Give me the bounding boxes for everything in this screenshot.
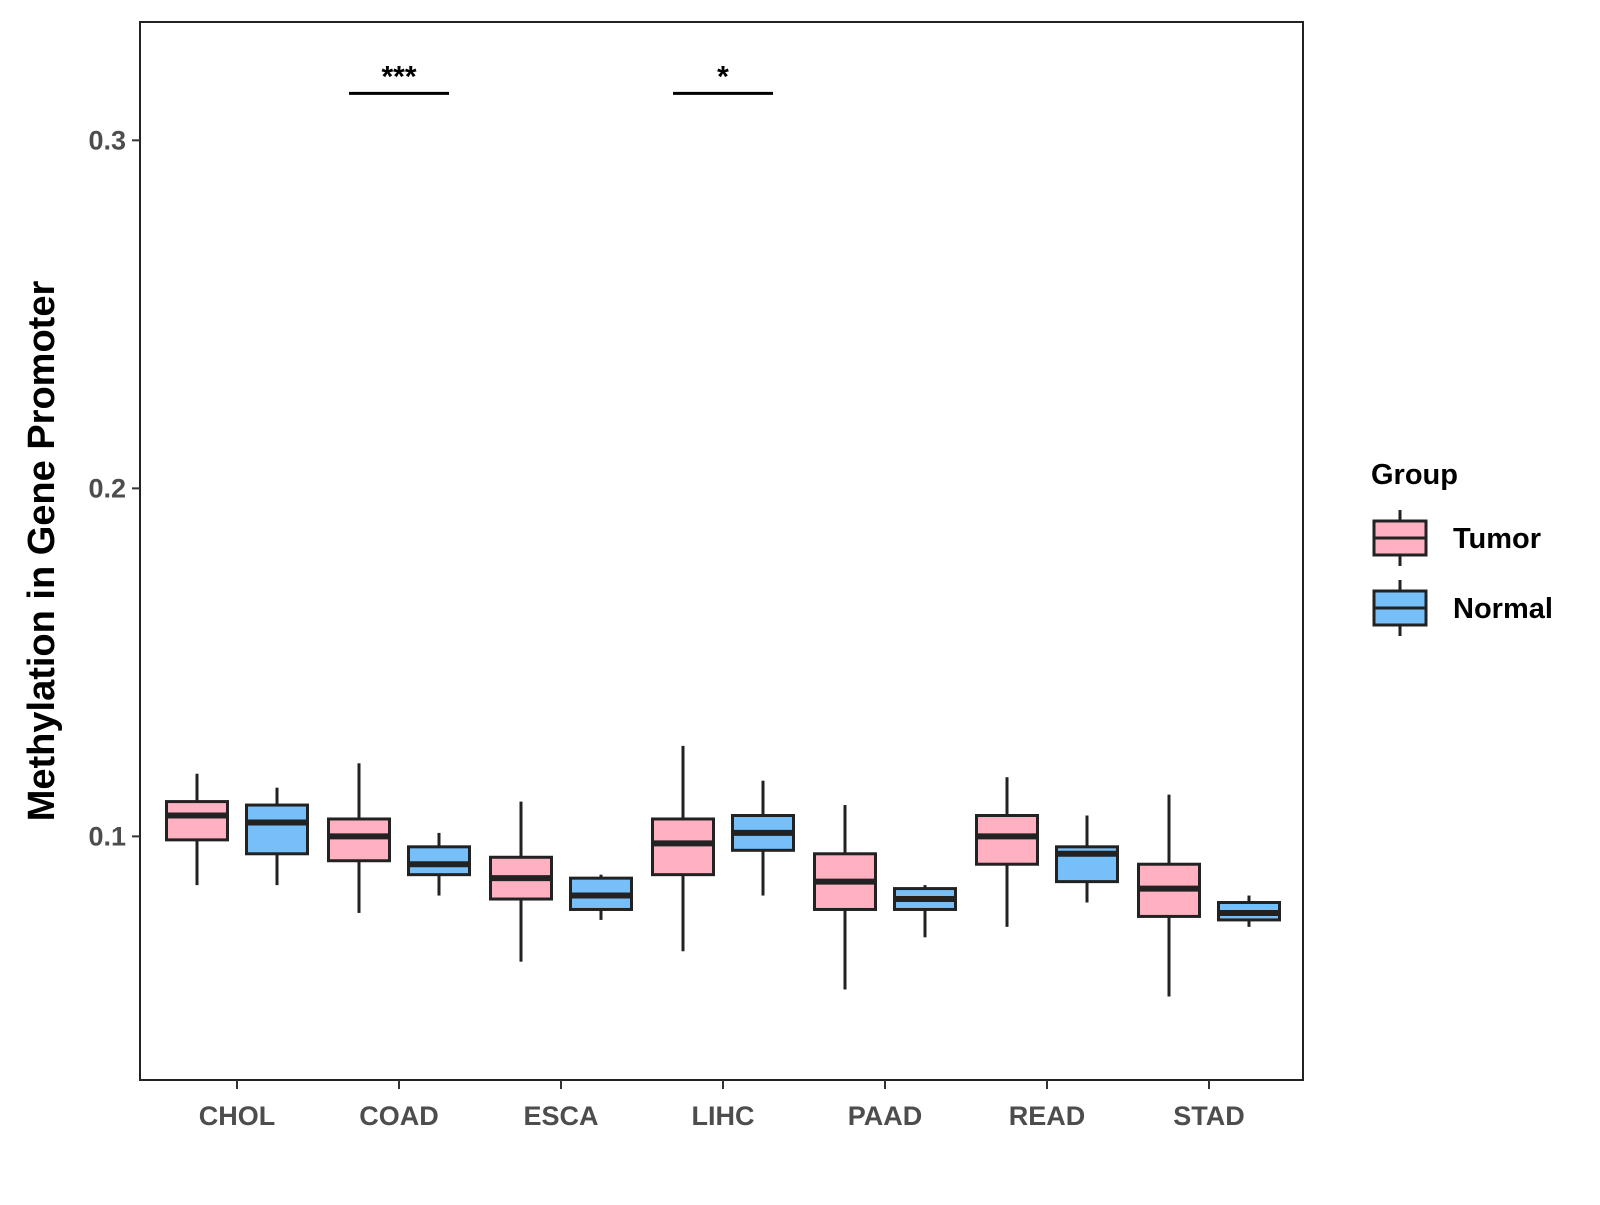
- box-read-normal: [1055, 815, 1119, 903]
- box-body: [651, 817, 715, 877]
- box-paad-tumor: [813, 805, 877, 990]
- x-tick-label: CHOL: [199, 1101, 276, 1131]
- box-chol-normal: [245, 787, 309, 886]
- significance-label-coad: ***: [381, 60, 416, 93]
- box-body: [407, 845, 471, 877]
- plot-panel: [139, 21, 1304, 1081]
- boxes-layer: [165, 745, 1281, 997]
- annotations-layer: *** *: [349, 60, 773, 95]
- box-coad-tumor: [327, 763, 391, 913]
- y-axis-title: Methylation in Gene Promoter: [21, 281, 63, 822]
- box-coad-normal: [407, 832, 471, 896]
- box-body: [245, 803, 309, 856]
- x-tick-label: COAD: [359, 1101, 439, 1131]
- y-tick-label: 0.1: [88, 821, 126, 851]
- legend-label: Tumor: [1453, 523, 1541, 555]
- box-lihc-normal: [731, 780, 795, 896]
- box-esca-normal: [569, 874, 633, 920]
- legend-label: Normal: [1453, 593, 1553, 625]
- axes-layer: 0.1 0.2 0.3 CHOL COAD ESCA LIHC PAAD READ STAD: [88, 125, 1244, 1131]
- x-tick-label: LIHC: [692, 1101, 755, 1131]
- box-body: [165, 800, 229, 842]
- x-tick-label: PAAD: [848, 1101, 923, 1131]
- box-lihc-tumor: [651, 745, 715, 952]
- box-body: [327, 817, 391, 863]
- box-stad-tumor: [1137, 794, 1201, 997]
- box-paad-normal: [893, 885, 957, 938]
- box-esca-tumor: [489, 801, 553, 962]
- box-stad-normal: [1217, 895, 1281, 927]
- legend-item-tumor: Tumor: [1372, 510, 1541, 566]
- legend-title: Group: [1371, 459, 1458, 491]
- x-tick-label: READ: [1009, 1101, 1086, 1131]
- x-tick-label: ESCA: [523, 1101, 598, 1131]
- y-tick-label: 0.3: [88, 125, 126, 155]
- box-chol-tumor: [165, 773, 229, 886]
- x-tick-label: STAD: [1173, 1101, 1245, 1131]
- box-body: [975, 814, 1039, 866]
- legend-item-normal: Normal: [1372, 580, 1553, 636]
- significance-label-lihc: *: [717, 60, 729, 93]
- y-tick-label: 0.2: [88, 473, 126, 503]
- legend: Group Tumor Normal: [1371, 459, 1553, 636]
- box-read-tumor: [975, 777, 1039, 927]
